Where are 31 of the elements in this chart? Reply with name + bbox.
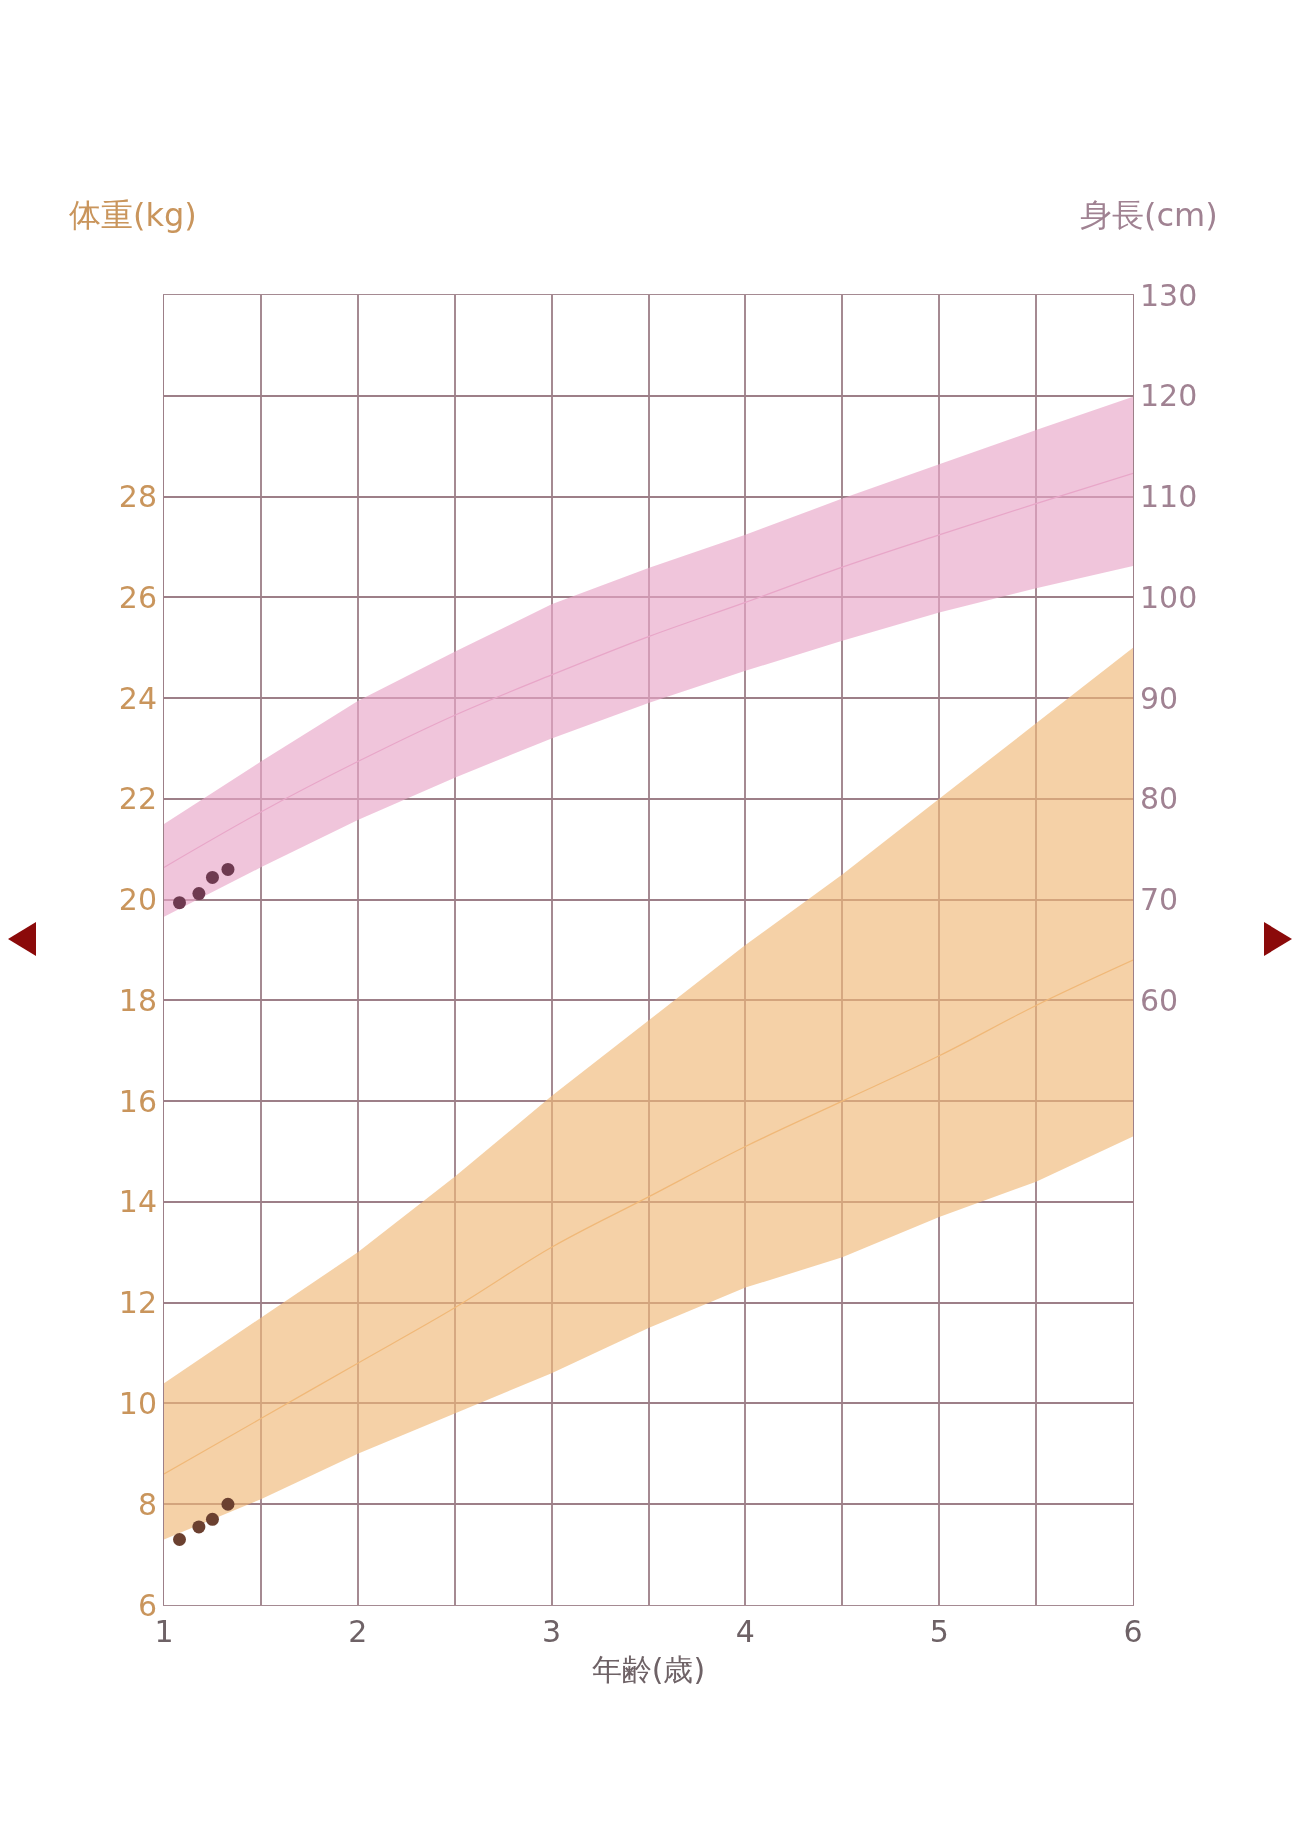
y-tick-label: 12 <box>118 1285 157 1321</box>
y2-tick-label: 130 <box>1140 277 1198 313</box>
x-tick-label: 1 <box>154 1614 174 1649</box>
y-tick-label: 8 <box>137 1486 157 1522</box>
y-tick-label: 28 <box>118 479 157 515</box>
y-tick-label: 24 <box>118 680 157 716</box>
y2-axis-title: 身長(cm) <box>1080 196 1218 234</box>
y-axis-title: 体重(kg) <box>69 196 197 234</box>
y-tick-label: 18 <box>118 982 157 1018</box>
y2-tick-label: 90 <box>1140 680 1179 716</box>
y-tick-label: 20 <box>118 882 157 918</box>
y2-tick-label: 120 <box>1140 378 1198 414</box>
y2-tick-label: 100 <box>1140 579 1198 615</box>
x-tick-label: 6 <box>1123 1614 1143 1649</box>
x-tick-label: 5 <box>929 1614 949 1649</box>
x-axis-title: 年齢(歳) <box>591 1651 706 1687</box>
y-tick-label: 26 <box>118 579 157 615</box>
x-tick-label: 2 <box>348 1614 368 1649</box>
line-series <box>164 959 1133 1475</box>
y2-tick-label: 60 <box>1140 982 1179 1018</box>
y-tick-label: 14 <box>118 1184 157 1220</box>
y-tick-label: 16 <box>118 1083 157 1119</box>
y-tick-label: 6 <box>137 1587 157 1623</box>
y2-tick-label: 70 <box>1140 882 1179 918</box>
x-tick-label: 3 <box>542 1614 562 1649</box>
y2-tick-label: 110 <box>1140 479 1198 515</box>
line-series <box>164 472 1133 868</box>
y-tick-label: 10 <box>118 1385 157 1421</box>
x-tick-label: 4 <box>735 1614 755 1649</box>
y-tick-label: 22 <box>118 781 157 817</box>
y2-tick-label: 80 <box>1140 781 1179 817</box>
